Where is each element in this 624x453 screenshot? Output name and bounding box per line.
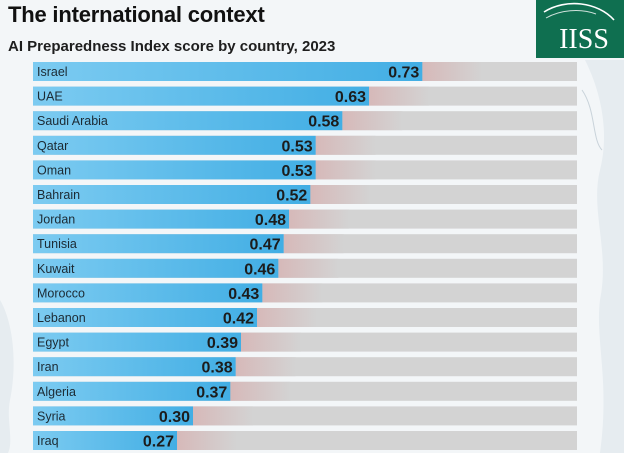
- category-label: Egypt: [37, 336, 69, 350]
- iiss-logo: IISS: [536, 0, 624, 58]
- category-label: Bahrain: [37, 188, 80, 202]
- bar: [33, 381, 231, 401]
- bar: [33, 357, 236, 377]
- bar: [33, 308, 257, 327]
- bar-track-fade: [235, 357, 296, 377]
- value-label: 0.52: [276, 188, 307, 205]
- bar-track-fade: [310, 185, 371, 204]
- value-label: 0.30: [159, 409, 190, 426]
- value-label: 0.58: [308, 114, 339, 131]
- value-label: 0.48: [255, 212, 286, 229]
- category-label: Algeria: [37, 385, 76, 399]
- bar-row: Oman 0.53: [33, 160, 577, 180]
- category-label: Saudi Arabia: [37, 114, 108, 128]
- page-title: The international context: [8, 2, 265, 27]
- category-label: Jordan: [37, 213, 75, 227]
- bar-track-fade: [315, 135, 376, 155]
- bar-track-fade: [278, 258, 339, 278]
- value-label: 0.43: [228, 286, 259, 303]
- bar-row: Iraq 0.27: [33, 431, 577, 451]
- value-label: 0.46: [244, 261, 275, 278]
- bar-row: UAE 0.63: [33, 86, 577, 106]
- category-label: Morocco: [37, 286, 85, 300]
- bar-track-fade: [230, 381, 291, 401]
- bar: [33, 185, 311, 204]
- chart-subtitle: AI Preparedness Index score by country, …: [8, 38, 336, 55]
- category-label: Lebanon: [37, 311, 86, 325]
- value-label: 0.38: [202, 360, 233, 377]
- bar: [33, 332, 241, 352]
- value-label: 0.42: [223, 311, 254, 328]
- bar: [33, 86, 369, 106]
- bar: [33, 258, 279, 278]
- category-label: Kuwait: [37, 262, 75, 276]
- category-label: Oman: [37, 163, 71, 177]
- bar-track-fade: [315, 160, 376, 180]
- value-label: 0.27: [143, 434, 174, 451]
- bar: [33, 135, 316, 155]
- bar-track-fade: [369, 86, 429, 106]
- bar-row: Egypt 0.39: [33, 332, 577, 352]
- bar-track-fade: [342, 111, 403, 131]
- bar-track-fade: [283, 234, 344, 254]
- bar-track-fade: [193, 406, 253, 426]
- bar: [33, 62, 423, 81]
- bar: [33, 234, 284, 254]
- category-label: Syria: [37, 409, 66, 423]
- category-label: Tunisia: [37, 237, 77, 251]
- bar-track-fade: [289, 209, 349, 229]
- bar: [33, 283, 263, 303]
- bar: [33, 431, 177, 450]
- bar-row: Kuwait 0.46: [33, 258, 577, 278]
- value-label: 0.53: [282, 138, 313, 155]
- bar-row: Tunisia 0.47: [33, 234, 577, 254]
- bar-row: Iran 0.38: [33, 357, 577, 377]
- value-label: 0.39: [207, 335, 238, 352]
- value-label: 0.53: [282, 163, 313, 180]
- value-label: 0.73: [388, 65, 419, 82]
- category-label: Iran: [37, 360, 59, 374]
- category-label: Iraq: [37, 434, 59, 448]
- value-label: 0.37: [196, 384, 227, 401]
- bar: [33, 111, 343, 131]
- bar-track-fade: [241, 332, 301, 352]
- value-label: 0.63: [335, 89, 366, 106]
- bar: [33, 209, 289, 229]
- category-label: UAE: [37, 90, 63, 104]
- bar-row: Israel 0.73: [33, 62, 577, 82]
- bar-row: Lebanon 0.42: [33, 308, 577, 328]
- value-label: 0.47: [250, 237, 281, 254]
- bar-row: Syria 0.30: [33, 406, 577, 426]
- bar-track-fade: [177, 431, 237, 450]
- logo-text: IISS: [559, 24, 609, 55]
- bar: [33, 406, 193, 426]
- bar-row: Morocco 0.43: [33, 283, 577, 303]
- bar-track-fade: [422, 62, 483, 81]
- category-label: Qatar: [37, 139, 68, 153]
- bar-track-fade: [257, 308, 317, 327]
- bar-track-fade: [262, 283, 323, 303]
- bar-row: Bahrain 0.52: [33, 185, 577, 205]
- bar-row: Saudi Arabia 0.58: [33, 111, 577, 131]
- bar-row: Qatar 0.53: [33, 135, 577, 155]
- bar-row: Jordan 0.48: [33, 209, 577, 229]
- bar-row: Algeria 0.37: [33, 381, 577, 401]
- category-label: Israel: [37, 65, 68, 79]
- bar: [33, 160, 316, 180]
